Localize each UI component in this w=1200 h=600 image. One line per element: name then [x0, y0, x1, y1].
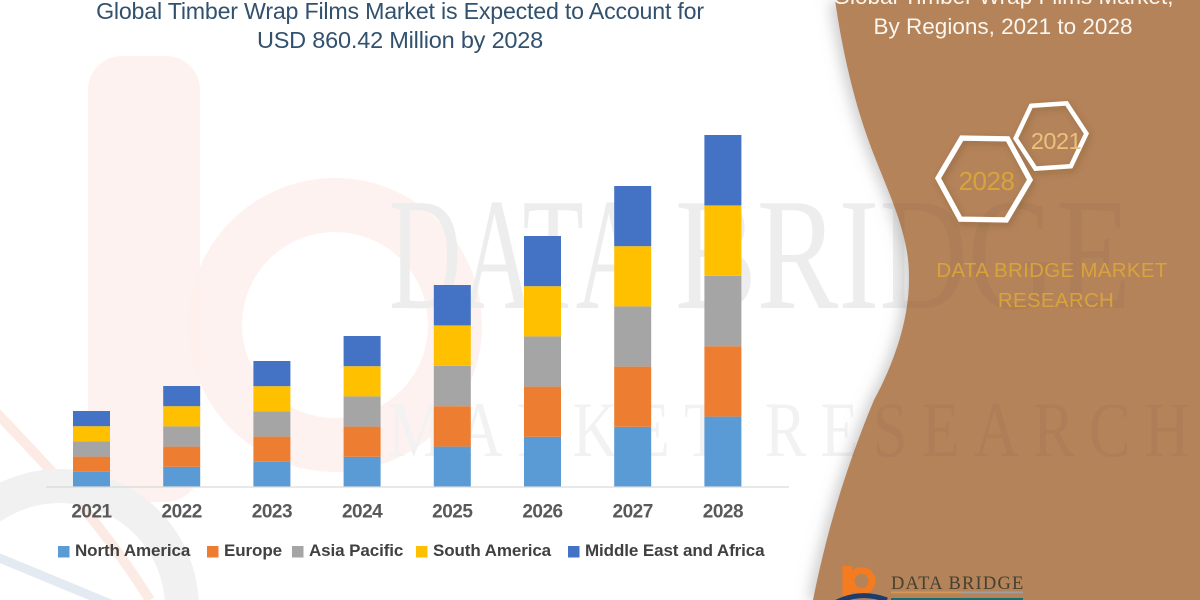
svg-text:DATA BRIDGE MARKET: DATA BRIDGE MARKET — [936, 259, 1167, 282]
svg-text:Europe: Europe — [224, 541, 282, 560]
svg-text:2028: 2028 — [959, 166, 1015, 196]
svg-text:2027: 2027 — [613, 502, 653, 523]
svg-text:2023: 2023 — [252, 502, 292, 523]
svg-text:2028: 2028 — [703, 502, 743, 523]
svg-text:By Regions, 2021 to 2028: By Regions, 2021 to 2028 — [874, 14, 1133, 39]
svg-text:Global Timber Wrap Films Marke: Global Timber Wrap Films Market is Expec… — [96, 0, 704, 24]
svg-text:MARKET RESEARCH: MARKET RESEARCH — [388, 388, 1194, 474]
svg-text:Middle East and Africa: Middle East and Africa — [585, 541, 765, 560]
svg-text:Asia Pacific: Asia Pacific — [309, 541, 403, 560]
svg-text:Global Timber Wrap Films Marke: Global Timber Wrap Films Market, — [833, 0, 1174, 9]
svg-text:South America: South America — [433, 541, 552, 560]
svg-text:RESEARCH: RESEARCH — [998, 289, 1114, 312]
svg-text:2026: 2026 — [522, 502, 562, 523]
svg-text:2021: 2021 — [1031, 128, 1081, 154]
svg-text:USD 860.42 Million by 2028: USD 860.42 Million by 2028 — [257, 27, 543, 53]
svg-text:2024: 2024 — [342, 502, 383, 523]
svg-text:2025: 2025 — [432, 502, 473, 523]
svg-text:2021: 2021 — [71, 502, 112, 523]
svg-text:2022: 2022 — [162, 502, 202, 523]
svg-text:DATA: DATA — [389, 165, 648, 343]
svg-text:North America: North America — [75, 541, 191, 560]
svg-text:DATA BRIDGE: DATA BRIDGE — [891, 574, 1025, 594]
